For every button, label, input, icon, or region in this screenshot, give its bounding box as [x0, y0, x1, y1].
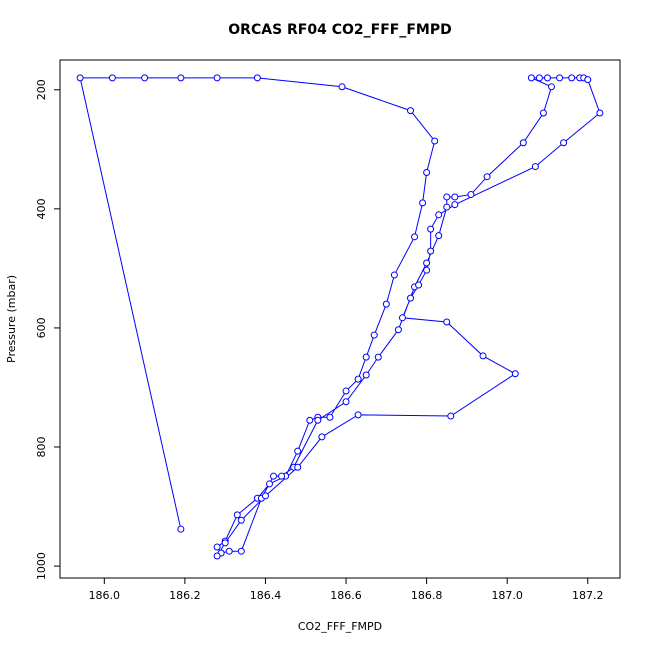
data-point — [390, 271, 398, 279]
y-tick-label: 800 — [35, 437, 48, 458]
data-point — [354, 375, 362, 383]
data-point — [511, 370, 519, 378]
chart-title: ORCAS RF04 CO2_FFF_FMPD — [228, 22, 451, 38]
data-point — [362, 353, 370, 361]
data-point — [394, 326, 402, 334]
data-point — [221, 539, 229, 547]
data-point — [483, 173, 491, 181]
data-point — [370, 331, 378, 339]
data-point — [270, 472, 278, 480]
data-point — [237, 547, 245, 555]
data-point — [451, 193, 459, 201]
plot-frame — [59, 59, 621, 579]
data-point — [407, 294, 415, 302]
x-tick-label: 186.0 — [89, 589, 121, 602]
data-point — [407, 107, 415, 115]
data-point — [584, 76, 592, 84]
data-point — [294, 463, 302, 471]
data-line — [79, 77, 601, 557]
data-point — [261, 492, 269, 500]
data-point — [443, 203, 451, 211]
data-point — [354, 411, 362, 419]
data-point — [451, 201, 459, 209]
data-point — [467, 191, 475, 199]
data-point — [278, 472, 286, 480]
data-point — [338, 83, 346, 91]
data-point — [596, 109, 604, 117]
data-point — [443, 318, 451, 326]
data-point — [253, 74, 261, 82]
data-point — [362, 371, 370, 379]
data-point — [435, 211, 443, 219]
data-point — [314, 416, 322, 424]
data-point — [108, 74, 116, 82]
data-point — [479, 352, 487, 360]
data-point — [568, 74, 576, 82]
x-tick-label: 186.4 — [250, 589, 282, 602]
y-tick-label: 200 — [35, 79, 48, 100]
data-point — [318, 433, 326, 441]
data-point — [237, 516, 245, 524]
y-tick-label: 600 — [35, 317, 48, 338]
data-point — [543, 74, 551, 82]
data-point — [527, 74, 535, 82]
data-point — [213, 552, 221, 560]
data-point — [177, 525, 185, 533]
data-point — [531, 163, 539, 171]
x-tick-label: 187.0 — [491, 589, 523, 602]
data-point — [539, 109, 547, 117]
x-tick-label: 186.2 — [169, 589, 201, 602]
data-point — [423, 266, 431, 274]
x-tick-label: 186.8 — [411, 589, 443, 602]
data-point — [427, 247, 435, 255]
data-point — [76, 74, 84, 82]
data-point — [423, 259, 431, 267]
data-point — [548, 83, 556, 91]
data-point — [213, 74, 221, 82]
data-point — [225, 547, 233, 555]
data-point — [306, 416, 314, 424]
data-point — [342, 398, 350, 406]
data-point — [560, 139, 568, 147]
data-point — [326, 413, 334, 421]
y-axis-label: Pressure (mbar) — [5, 275, 18, 363]
data-point — [213, 543, 221, 551]
x-tick-label: 187.2 — [572, 589, 604, 602]
data-point — [556, 74, 564, 82]
data-point — [443, 193, 451, 201]
data-point — [177, 74, 185, 82]
x-axis-label: CO2_FFF_FMPD — [298, 620, 382, 633]
data-point — [435, 232, 443, 240]
data-point — [415, 281, 423, 289]
data-point — [447, 412, 455, 420]
data-point — [374, 353, 382, 361]
data-point — [427, 225, 435, 233]
y-tick-label: 1000 — [35, 552, 48, 580]
data-point — [398, 314, 406, 322]
data-point — [294, 447, 302, 455]
data-point — [342, 387, 350, 395]
data-point — [431, 137, 439, 145]
data-point — [519, 139, 527, 147]
data-point — [535, 74, 543, 82]
y-tick-label: 400 — [35, 198, 48, 219]
data-point — [382, 300, 390, 308]
x-tick-label: 186.6 — [330, 589, 362, 602]
data-point — [233, 511, 241, 519]
data-point — [141, 74, 149, 82]
data-point — [419, 199, 427, 207]
data-point — [411, 233, 419, 241]
data-point — [423, 169, 431, 177]
data-point — [265, 480, 273, 488]
